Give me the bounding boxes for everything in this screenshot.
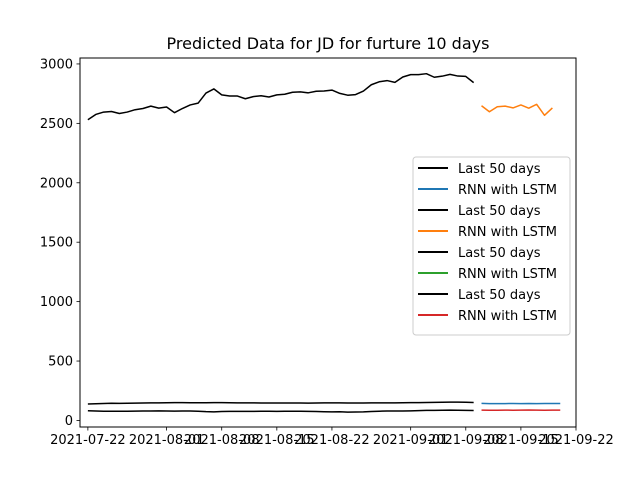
series-line-rnn-with-lstm-4 <box>481 103 553 117</box>
x-tick-label: 2021-09-15 <box>483 433 559 448</box>
legend-label: Last 50 days <box>458 162 541 177</box>
y-axis: 0 500 1000 1500 2000 2500 3000 <box>40 57 80 429</box>
legend-label: RNN with LSTM <box>458 225 557 240</box>
legend-label: Last 50 days <box>458 288 541 303</box>
y-tick-label: 2500 <box>40 117 73 132</box>
x-tick-label: 2021-08-01 <box>129 433 205 448</box>
legend-box <box>412 156 571 336</box>
y-tick-label: 1500 <box>40 236 73 251</box>
x-tick-label: 2021-07-22 <box>50 433 126 448</box>
y-tick-label: 0 <box>65 414 73 429</box>
legend-label: Last 50 days <box>458 246 541 261</box>
y-tick-label: 500 <box>48 355 73 370</box>
series-line-last-50-days-3 <box>87 72 475 121</box>
series-layer <box>87 72 561 413</box>
x-tick-label: 2021-08-08 <box>184 433 260 448</box>
x-tick-label: 2021-08-15 <box>239 433 315 448</box>
y-tick-label: 3000 <box>40 57 73 72</box>
legend: Last 50 days RNN with LSTM Last 50 days RNN… <box>412 156 571 336</box>
y-tick-label: 2000 <box>40 176 73 191</box>
legend-label: Last 50 days <box>458 204 541 219</box>
y-tick-label: 1000 <box>40 295 73 310</box>
legend-label: RNN with LSTM <box>458 267 557 282</box>
x-tick-label: 2021-09-01 <box>373 433 449 448</box>
chart-title: Predicted Data for JD for furture 10 day… <box>167 34 490 53</box>
x-tick-label: 2021-09-08 <box>428 433 504 448</box>
series-line-last-50-days-1 <box>87 401 474 405</box>
series-line-last-50-days-5 <box>87 409 474 413</box>
x-tick-label: 2021-09-22 <box>538 433 614 448</box>
legend-label: RNN with LSTM <box>458 183 557 198</box>
x-axis: 2021-07-22 2021-08-012021-08-082021-08-15… <box>50 427 614 448</box>
x-tick-label: 2021-08-22 <box>294 433 370 448</box>
legend-label: RNN with LSTM <box>458 309 557 324</box>
